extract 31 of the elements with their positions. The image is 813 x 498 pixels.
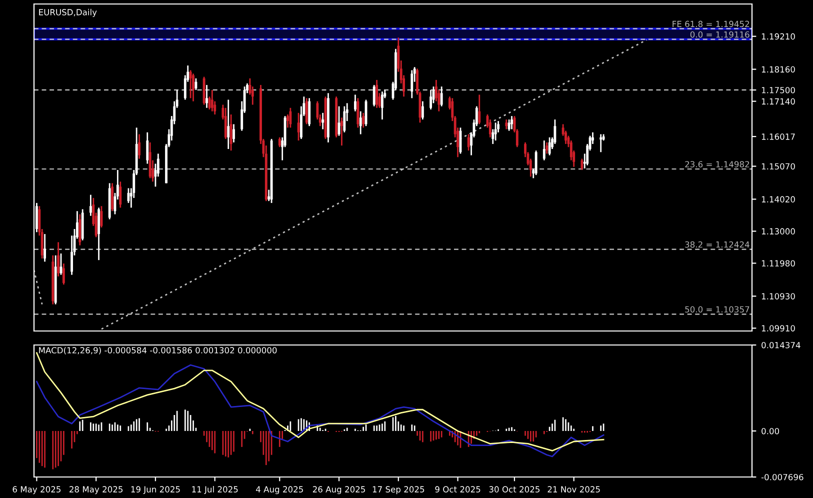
x-tick-label: 30 Oct 2025 <box>489 486 540 492</box>
ref-line-label: 23.6 = 1.14982 <box>685 161 750 168</box>
y-tick-label: 0.00 <box>762 428 780 434</box>
x-tick-label: 17 Sep 2025 <box>372 486 424 494</box>
y-tick-label: 1.09910 <box>762 325 795 332</box>
ref-line-label: 50.0 = 1.10357 <box>685 306 750 313</box>
y-tick-label: 1.14020 <box>762 196 795 202</box>
ref-line-label: 0.0 = 1.19116 <box>690 31 750 38</box>
ref-line-label: FE 61.8 = 1.19452 <box>672 20 750 28</box>
y-tick-label: 1.17140 <box>762 98 795 105</box>
y-tick-label: -0.007696 <box>761 474 804 480</box>
y-tick-label: 1.11980 <box>762 260 795 266</box>
y-tick-label: 1.15070 <box>762 163 795 170</box>
y-tick-label: 0.014374 <box>762 342 800 348</box>
y-tick-label: 1.10930 <box>762 293 795 300</box>
x-tick-label: 21 Nov 2025 <box>548 486 600 492</box>
x-tick-label: 28 May 2025 <box>70 486 123 494</box>
y-tick-label: 1.17500 <box>762 86 795 94</box>
y-tick-label: 1.18160 <box>762 66 795 73</box>
y-tick-label: 1.13000 <box>762 228 795 234</box>
y-tick-label: 1.16017 <box>762 134 795 140</box>
ref-line-label: 38.2 = 1.12424 <box>685 241 750 248</box>
x-tick-label: 11 Jul 2025 <box>192 486 238 494</box>
x-tick-label: 19 Jun 2025 <box>131 486 180 494</box>
x-tick-label: 26 Aug 2025 <box>312 486 365 494</box>
y-tick-label: 1.19210 <box>762 33 795 40</box>
x-tick-label: 4 Aug 2025 <box>256 486 303 494</box>
annotation: MACD(12,26,9) -0.000584 -0.001586 0.001302 0.000000 <box>39 346 277 354</box>
x-tick-label: 9 Oct 2025 <box>435 486 480 492</box>
annotation: EURUSD,Daily <box>39 8 97 17</box>
x-tick-label: 6 May 2025 <box>12 486 60 494</box>
